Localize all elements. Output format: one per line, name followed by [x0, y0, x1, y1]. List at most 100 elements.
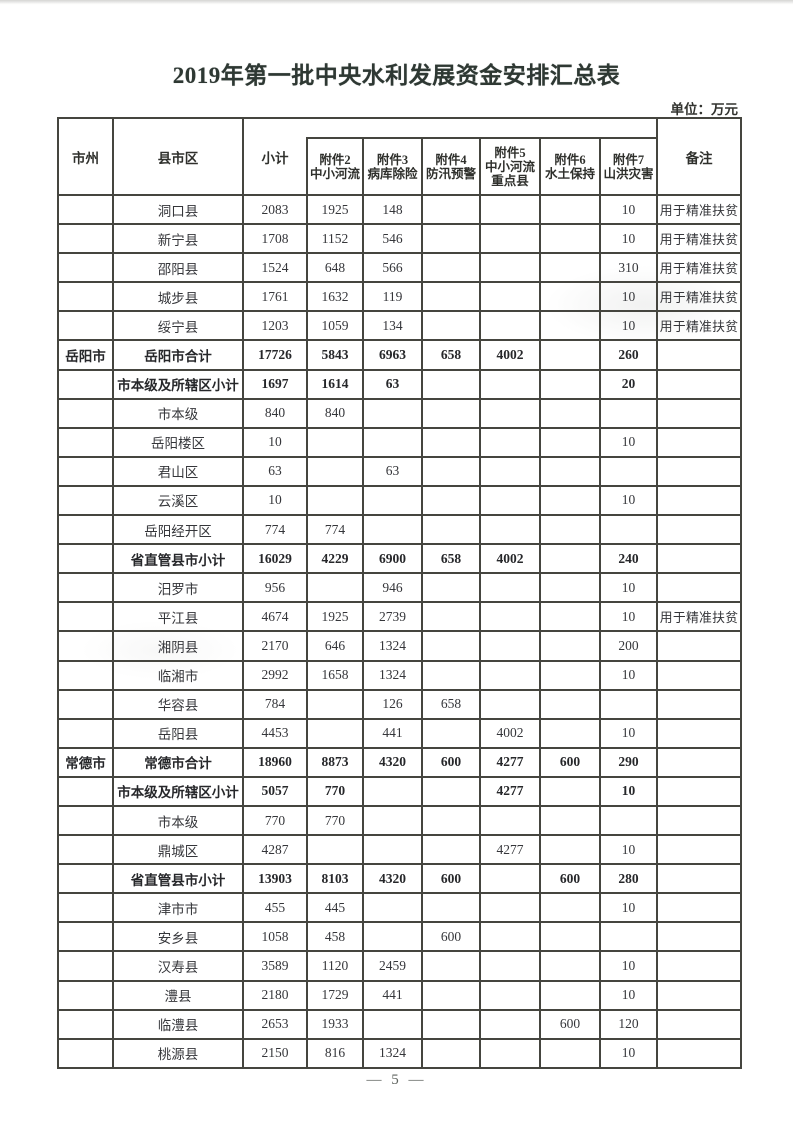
remark-cell — [656, 426, 743, 458]
col-header-remark: 备注 — [656, 117, 743, 196]
county-cell: 市本级及所辖区小计 — [112, 368, 244, 400]
attachment3-value-cell: 63 — [362, 368, 423, 400]
attachment2-value-cell — [306, 688, 364, 720]
city-cell — [57, 659, 114, 691]
attachment6-value-cell — [539, 921, 601, 953]
county-cell: 绥宁县 — [112, 310, 244, 342]
attachment6-value-cell: 600 — [539, 1008, 601, 1040]
attachment3-value-cell: 119 — [362, 281, 423, 313]
attachment3-value-cell: 4320 — [362, 746, 423, 778]
attachment3-value-cell: 2739 — [362, 601, 423, 633]
table-row: 汨罗市 956 946 10 — [57, 572, 743, 604]
city-cell — [57, 979, 114, 1011]
subtotal-value-cell: 13903 — [242, 863, 308, 895]
city-cell — [57, 455, 114, 487]
attachment4-value-cell — [421, 979, 481, 1011]
attachment5-value-cell — [479, 193, 541, 226]
remark-cell — [656, 892, 743, 924]
attachment6-value-cell — [539, 426, 601, 458]
attachment7-value-cell — [598, 397, 659, 429]
city-cell — [57, 514, 114, 546]
attachment4-value-cell: 600 — [421, 921, 481, 953]
attachment7-value-cell: 10 — [598, 223, 659, 255]
attachment6-value-cell — [539, 950, 601, 982]
attachment4-value-cell — [421, 572, 481, 604]
attachment7-value-cell: 310 — [598, 252, 659, 284]
attachment6-value-cell — [539, 455, 601, 487]
city-cell: 岳阳市 — [57, 339, 114, 371]
table-row: 华容县 784 126 658 — [57, 688, 743, 720]
county-cell: 桃源县 — [112, 1037, 244, 1069]
header-row-attachments: 附件2 中小河流 附件3 病库除险 附件4 防汛预警 附件5 中小河流 重点县 — [58, 137, 741, 196]
attachment4-value-cell — [421, 1008, 481, 1040]
table-row: 临湘市 2992 1658 1324 10 — [57, 659, 743, 691]
col-header-attachment6-soilwater: 附件6 水土保持 — [539, 137, 601, 196]
subtotal-value-cell: 956 — [242, 572, 308, 604]
attachment-label-line: 山洪灾害 — [603, 166, 654, 181]
table-row: 澧县 2180 1729 441 10 — [57, 979, 743, 1011]
table-row: 平江县 4674 1925 2739 10 用于精准扶贫 — [57, 601, 743, 633]
attachment4-value-cell — [421, 892, 481, 924]
attachment3-value-cell: 6963 — [362, 339, 423, 371]
attachment2-value-cell: 8103 — [306, 863, 364, 895]
attachment3-value-cell: 6900 — [362, 543, 423, 575]
attachment6-value-cell — [539, 775, 601, 807]
city-cell — [57, 543, 114, 575]
attachment4-value-cell — [421, 223, 481, 255]
table-row: 市本级 840 840 — [57, 397, 743, 429]
subtotal-value-cell: 63 — [242, 455, 308, 487]
subtotal-value-cell: 3589 — [242, 950, 308, 982]
attachment3-value-cell — [362, 921, 423, 953]
attachment2-value-cell: 770 — [306, 775, 364, 807]
county-cell: 平江县 — [112, 601, 244, 633]
attachment7-value-cell — [598, 804, 659, 837]
attachment5-value-cell — [479, 659, 541, 691]
attachment6-value-cell — [539, 892, 601, 924]
county-cell: 鼎城区 — [112, 834, 244, 866]
city-cell — [57, 804, 114, 837]
remark-cell: 用于精准扶贫 — [656, 281, 743, 313]
city-cell — [57, 630, 114, 662]
attachment4-value-cell — [421, 281, 481, 313]
remark-cell — [656, 514, 743, 546]
attachment2-value-cell: 458 — [306, 921, 364, 953]
city-cell — [57, 281, 114, 313]
table-row: 桃源县 2150 816 1324 10 — [57, 1037, 743, 1069]
remark-cell — [656, 659, 743, 691]
city-cell — [57, 601, 114, 633]
col-header-attachment3-reservoirs: 附件3 病库除险 — [362, 137, 423, 196]
table-row: 云溪区 10 10 — [57, 484, 743, 517]
attachment4-value-cell — [421, 252, 481, 284]
col-header-attachment5-keycounties: 附件5 中小河流 重点县 — [479, 137, 541, 196]
attachment7-value-cell: 10 — [598, 979, 659, 1011]
attachment-label-line: 中小河流 — [309, 166, 360, 181]
city-cell — [57, 252, 114, 284]
attachment3-value-cell: 126 — [362, 688, 423, 720]
county-cell: 市本级及所辖区小计 — [112, 775, 244, 807]
attachment2-value-cell: 1925 — [306, 601, 364, 633]
attachment6-value-cell — [539, 223, 601, 255]
table-row: 城步县 1761 1632 119 10 用于精准扶贫 — [57, 281, 743, 313]
attachment2-value-cell: 770 — [306, 804, 364, 837]
remark-cell — [656, 1008, 743, 1040]
attachment5-value-cell — [479, 572, 541, 604]
attachment-label-line: 附件4 — [435, 152, 467, 167]
city-cell — [57, 193, 114, 226]
attachment-label-line: 附件6 — [554, 152, 586, 167]
table-row: 市本级及所辖区小计 1697 1614 63 20 — [57, 368, 743, 400]
attachment6-value-cell — [539, 252, 601, 284]
attachment2-value-cell: 8873 — [306, 746, 364, 778]
attachment3-value-cell: 546 — [362, 223, 423, 255]
attachment3-value-cell: 566 — [362, 252, 423, 284]
attachment3-value-cell — [362, 514, 423, 546]
attachment4-value-cell — [421, 717, 481, 749]
city-cell — [57, 572, 114, 604]
attachment7-value-cell: 10 — [598, 426, 659, 458]
city-cell — [57, 484, 114, 517]
table-row: 绥宁县 1203 1059 134 10 用于精准扶贫 — [57, 310, 743, 342]
subtotal-value-cell: 17726 — [242, 339, 308, 371]
subtotal-value-cell: 455 — [242, 892, 308, 924]
attachment6-value-cell: 600 — [539, 863, 601, 895]
county-cell: 安乡县 — [112, 921, 244, 953]
